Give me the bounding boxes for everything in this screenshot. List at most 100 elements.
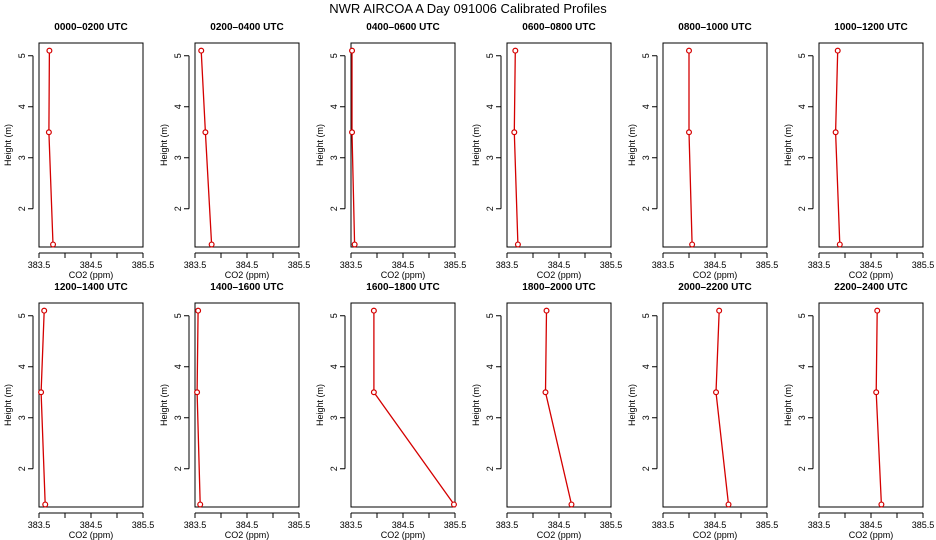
data-point <box>42 501 49 508</box>
y-axis-label: Height (m) <box>471 124 481 166</box>
y-tick-label: 5 <box>17 313 27 318</box>
y-tick-label: 5 <box>17 53 27 58</box>
y-axis-label: Height (m) <box>159 124 169 166</box>
x-tick-label: 384.5 <box>392 260 415 270</box>
y-tick-label: 3 <box>485 155 495 160</box>
panel-title: 2000–2200 UTC <box>678 282 751 293</box>
profile-line <box>688 50 693 245</box>
y-tick-label: 5 <box>641 313 651 318</box>
y-axis-label: Height (m) <box>783 124 793 166</box>
panel-title: 1800–2000 UTC <box>522 282 595 293</box>
plot-frame <box>38 302 144 508</box>
plot-frame <box>818 42 924 248</box>
x-tick-label: 383.5 <box>496 260 519 270</box>
profile-line <box>544 310 573 505</box>
plot-frame <box>350 302 456 508</box>
profile-line <box>40 310 46 505</box>
panel-9: 1600–1800 UTC 383.5 384.5 385.5 CO2 (ppm) 2 3 4… <box>315 282 466 540</box>
y-tick-label: 2 <box>17 206 27 211</box>
x-tick-label: 383.5 <box>184 520 207 530</box>
x-axis-label: CO2 (ppm) <box>849 530 894 540</box>
x-tick-label: 384.5 <box>548 260 571 270</box>
x-tick-label: 385.5 <box>600 260 623 270</box>
data-point <box>370 389 377 396</box>
x-tick-label: 384.5 <box>236 260 259 270</box>
profile-line <box>875 310 883 505</box>
x-tick-label: 385.5 <box>132 260 155 270</box>
x-axis-label: CO2 (ppm) <box>69 530 114 540</box>
data-point <box>370 307 377 314</box>
y-tick-label: 4 <box>329 364 339 369</box>
y-axis-label: Height (m) <box>315 384 325 426</box>
panel-10: 1800–2000 UTC 383.5 384.5 385.5 CO2 (ppm) 2 3 4… <box>471 282 622 540</box>
y-tick-label: 2 <box>641 466 651 471</box>
profile-line <box>834 50 841 245</box>
y-axis-label: Height (m) <box>3 384 13 426</box>
x-tick-label: 385.5 <box>288 260 311 270</box>
y-axis-label: Height (m) <box>3 124 13 166</box>
x-tick-label: 383.5 <box>340 520 363 530</box>
y-tick-label: 5 <box>641 53 651 58</box>
x-axis-label: CO2 (ppm) <box>225 530 270 540</box>
y-tick-label: 2 <box>485 206 495 211</box>
y-tick-label: 4 <box>17 364 27 369</box>
y-tick-label: 2 <box>641 206 651 211</box>
data-point <box>685 47 692 54</box>
x-axis-label: CO2 (ppm) <box>69 270 114 280</box>
panel-title: 0800–1000 UTC <box>678 22 751 33</box>
y-axis-label: Height (m) <box>783 384 793 426</box>
x-tick-label: 384.5 <box>860 520 883 530</box>
y-tick-label: 2 <box>329 206 339 211</box>
data-point <box>836 241 843 248</box>
x-axis-label: CO2 (ppm) <box>693 530 738 540</box>
profile-line <box>200 50 213 245</box>
y-tick-label: 2 <box>797 206 807 211</box>
x-tick-label: 385.5 <box>288 520 311 530</box>
x-tick-label: 383.5 <box>184 260 207 270</box>
x-tick-label: 385.5 <box>912 260 935 270</box>
y-tick-label: 3 <box>173 415 183 420</box>
y-tick-label: 3 <box>329 415 339 420</box>
x-tick-label: 383.5 <box>496 520 519 530</box>
data-point <box>349 129 356 136</box>
x-tick-label: 384.5 <box>80 520 103 530</box>
panel-4: 0600–0800 UTC 383.5 384.5 385.5 CO2 (ppm) 2 3 4… <box>471 22 622 280</box>
panel-title: 1200–1400 UTC <box>54 282 127 293</box>
y-axis-label: Height (m) <box>159 384 169 426</box>
y-tick-label: 3 <box>329 155 339 160</box>
plot-frame <box>662 302 768 508</box>
x-tick-label: 383.5 <box>808 260 831 270</box>
y-tick-label: 2 <box>173 466 183 471</box>
data-point <box>716 307 723 314</box>
y-tick-label: 5 <box>173 313 183 318</box>
x-tick-label: 383.5 <box>340 260 363 270</box>
y-axis-label: Height (m) <box>315 124 325 166</box>
data-point <box>41 307 48 314</box>
x-tick-label: 385.5 <box>132 520 155 530</box>
x-tick-label: 385.5 <box>444 520 467 530</box>
data-point <box>50 241 57 248</box>
profile-line <box>351 50 356 245</box>
data-point <box>197 501 204 508</box>
data-point <box>195 307 202 314</box>
panel-title: 2200–2400 UTC <box>834 282 907 293</box>
plot-frame <box>194 42 300 248</box>
x-axis-label: CO2 (ppm) <box>381 270 426 280</box>
x-tick-label: 385.5 <box>756 260 779 270</box>
panel-5: 0800–1000 UTC 383.5 384.5 385.5 CO2 (ppm) 2 3 4… <box>627 22 778 280</box>
y-tick-label: 4 <box>173 364 183 369</box>
data-point <box>878 501 885 508</box>
y-axis-label: Height (m) <box>471 384 481 426</box>
y-tick-label: 3 <box>17 415 27 420</box>
panel-title: 0400–0600 UTC <box>366 22 439 33</box>
panel-3: 0400–0600 UTC 383.5 384.5 385.5 CO2 (ppm) 2 3 4… <box>315 22 466 280</box>
data-point <box>45 129 52 136</box>
panel-title: 0600–0800 UTC <box>522 22 595 33</box>
y-tick-label: 2 <box>173 206 183 211</box>
data-point <box>713 389 720 396</box>
profile-line <box>715 310 730 505</box>
y-tick-label: 4 <box>641 364 651 369</box>
x-tick-label: 383.5 <box>652 260 675 270</box>
y-tick-label: 4 <box>641 104 651 109</box>
